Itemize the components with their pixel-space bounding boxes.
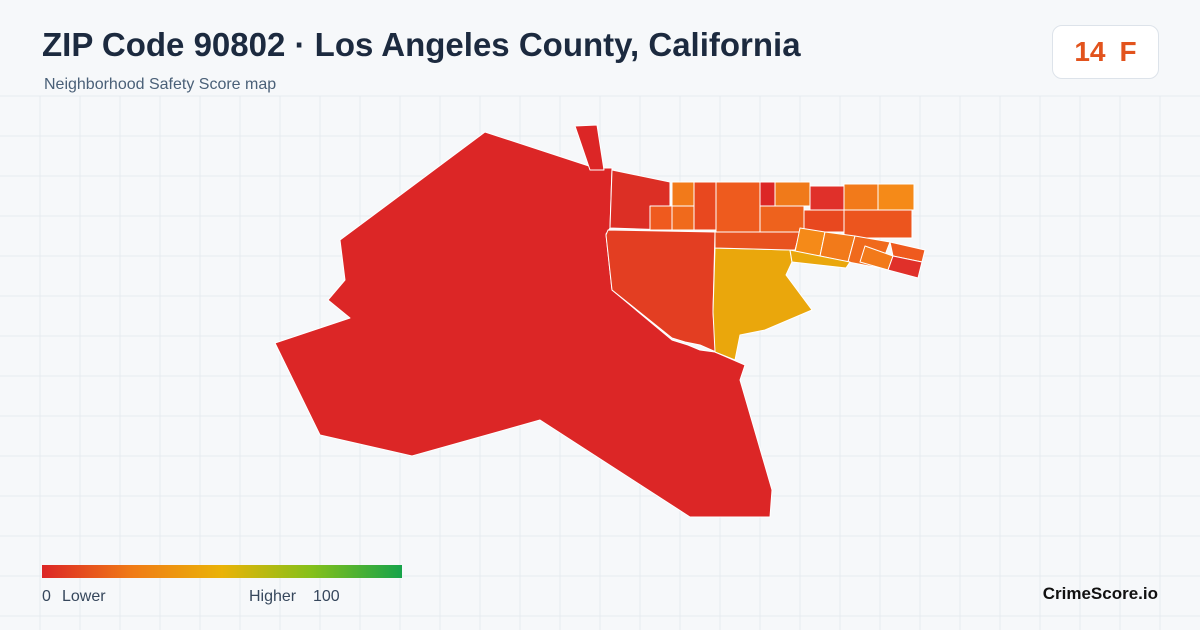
region xyxy=(789,249,851,269)
region xyxy=(649,205,673,231)
score-grade: F xyxy=(1119,36,1137,67)
region xyxy=(712,247,813,361)
region xyxy=(671,205,695,231)
brand: CrimeScore.io xyxy=(1042,584,1158,603)
region xyxy=(574,124,605,171)
legend-min: 0 xyxy=(42,588,51,605)
legend-max-label: Higher xyxy=(249,588,297,605)
legend-gradient xyxy=(42,565,402,578)
legend-min-label: Lower xyxy=(62,588,106,605)
regions xyxy=(274,124,926,518)
region xyxy=(693,181,717,231)
region xyxy=(759,205,805,233)
title: ZIP Code 90802 · Los Angeles County, Cal… xyxy=(42,26,801,63)
region xyxy=(671,181,695,207)
legend-max: 100 xyxy=(313,588,340,605)
region xyxy=(877,183,915,211)
region xyxy=(759,181,776,207)
subtitle: Neighborhood Safety Score map xyxy=(44,76,277,93)
region xyxy=(803,209,845,233)
region xyxy=(859,245,894,271)
score-value: 14 xyxy=(1074,36,1106,67)
region xyxy=(715,181,761,233)
score-badge: 14 F xyxy=(1052,25,1159,79)
region xyxy=(774,181,811,207)
region xyxy=(887,255,923,279)
region xyxy=(843,183,879,211)
region xyxy=(843,209,913,239)
region xyxy=(809,185,845,211)
region xyxy=(714,231,801,251)
